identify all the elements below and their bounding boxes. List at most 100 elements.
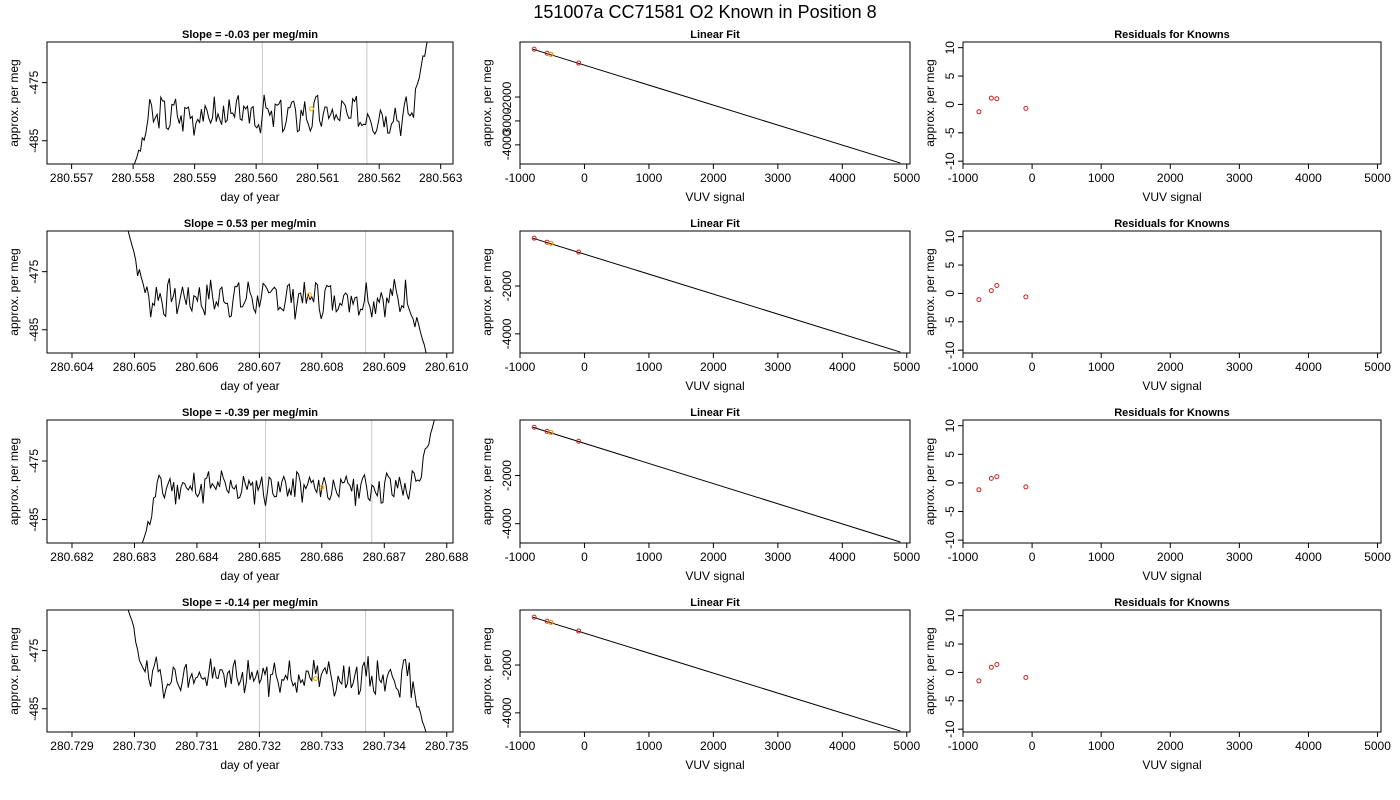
x-tick-label: 3000 — [764, 739, 791, 753]
x-tick-label: 1000 — [636, 171, 663, 185]
x-tick-label: 280.562 — [357, 171, 401, 185]
panel-r1-c0: Slope = 0.53 per meg/min 280.604 280.605 28… — [7, 218, 469, 393]
x-tick-label: 5000 — [1364, 171, 1391, 185]
plot-frame — [46, 41, 454, 165]
x-axis-label: day of year — [220, 379, 279, 393]
x-tick-label: 3000 — [1226, 360, 1253, 374]
panel-r2-c0: Slope = -0.39 per meg/min 280.682 280.683 2… — [7, 407, 469, 583]
x-tick-label: 280.732 — [238, 739, 282, 753]
x-tick-label: -1000 — [505, 171, 536, 185]
x-tick-label: 4000 — [829, 550, 856, 564]
data-point-2 — [994, 474, 1000, 480]
data-point-3 — [576, 438, 582, 444]
highlight-point — [548, 240, 554, 246]
x-tick-label: 3000 — [764, 550, 791, 564]
fit-line — [532, 426, 901, 543]
fit-line — [532, 616, 901, 732]
x-tick-label: 2000 — [1157, 360, 1184, 374]
x-tick-label: 280.733 — [300, 739, 344, 753]
y-tick-label: -475 — [27, 70, 41, 94]
plot-frame — [962, 419, 1382, 544]
data-point-0 — [976, 297, 982, 303]
data-point-2 — [994, 282, 1000, 288]
x-tick-label: 2000 — [1157, 739, 1184, 753]
y-tick-label: 0 — [943, 479, 957, 486]
x-tick-label: 2000 — [1157, 171, 1184, 185]
x-tick-label: -1000 — [505, 739, 536, 753]
y-tick-label: -5 — [943, 506, 957, 517]
panel-r3-c1: Linear Fit -1000 0 1000 2000 3000 4000 5000 -200… — [480, 597, 920, 772]
x-axis-label: day of year — [220, 758, 279, 772]
panel-title: Residuals for Knowns — [1114, 597, 1230, 609]
x-tick-label: -1000 — [505, 360, 536, 374]
data-point-3 — [1023, 484, 1029, 490]
x-tick-label: 3000 — [764, 360, 791, 374]
x-tick-label: 280.683 — [113, 550, 157, 564]
x-tick-label: -1000 — [505, 550, 536, 564]
x-tick-label: -1000 — [948, 550, 979, 564]
panel-title: Linear Fit — [690, 29, 740, 41]
signal-trace — [141, 420, 435, 543]
y-tick-label: 10 — [943, 419, 957, 433]
x-tick-label: 280.735 — [425, 739, 469, 753]
panel-title: Residuals for Knowns — [1114, 218, 1230, 230]
x-tick-label: 4000 — [829, 739, 856, 753]
x-axis-label: VUV signal — [1142, 569, 1201, 583]
x-tick-label: 280.729 — [50, 739, 94, 753]
data-point-3 — [576, 249, 582, 255]
y-tick-label: 0 — [943, 290, 957, 297]
x-tick-label: 1000 — [1088, 739, 1115, 753]
signal-trace — [127, 231, 427, 353]
y-tick-label: -5 — [943, 316, 957, 327]
plot-frame — [962, 230, 1382, 354]
x-tick-label: 280.682 — [50, 550, 94, 564]
y-tick-label: 5 — [943, 451, 957, 458]
x-tick-label: 2000 — [700, 360, 727, 374]
data-point-0 — [531, 235, 537, 241]
y-axis-label: approx. per meg — [923, 59, 937, 146]
y-tick-label: -4000 — [500, 697, 514, 728]
y-tick-label: 10 — [943, 609, 957, 623]
y-axis-label: approx. per meg — [480, 438, 494, 525]
panel-title: Linear Fit — [690, 218, 740, 230]
x-axis-label: VUV signal — [1142, 190, 1201, 204]
x-tick-label: 5000 — [893, 360, 920, 374]
x-tick-label: 0 — [1029, 550, 1036, 564]
highlight-point — [548, 429, 554, 435]
x-tick-label: 2000 — [700, 171, 727, 185]
y-axis-label: approx. per meg — [7, 438, 21, 525]
x-tick-label: 4000 — [1295, 550, 1322, 564]
y-tick-label: -4000 — [500, 318, 514, 349]
x-tick-label: 280.731 — [175, 739, 219, 753]
plot-frame — [46, 609, 454, 733]
x-tick-label: 280.605 — [113, 360, 157, 374]
plot-frame — [519, 609, 911, 733]
x-axis-label: VUV signal — [1142, 379, 1201, 393]
x-tick-label: 280.563 — [419, 171, 463, 185]
x-tick-label: 280.730 — [113, 739, 157, 753]
y-tick-label: -5 — [943, 695, 957, 706]
x-tick-label: 1000 — [1088, 550, 1115, 564]
panel-r3-c0: Slope = -0.14 per meg/min 280.729 280.730 2… — [7, 597, 469, 772]
data-point-3 — [1023, 675, 1029, 681]
panel-title: Slope = -0.39 per meg/min — [182, 407, 318, 419]
data-point-1 — [988, 288, 994, 294]
y-tick-label: -485 — [27, 507, 41, 531]
x-tick-label: 3000 — [1226, 171, 1253, 185]
x-tick-label: 5000 — [1364, 739, 1391, 753]
highlight-point — [548, 51, 554, 57]
y-tick-label: -4000 — [500, 129, 514, 160]
y-axis-label: approx. per meg — [480, 248, 494, 335]
x-tick-label: 3000 — [1226, 550, 1253, 564]
panel-r3-c2: Residuals for Knowns -1000 0 1000 2000 3000 40… — [923, 597, 1391, 772]
data-point-3 — [1023, 105, 1029, 111]
data-point-1 — [988, 475, 994, 481]
panel-r2-c1: Linear Fit -1000 0 1000 2000 3000 4000 5000 -200… — [480, 407, 920, 583]
x-tick-label: 280.606 — [175, 360, 219, 374]
plot-frame — [519, 419, 911, 544]
y-tick-label: 3000 — [500, 107, 514, 134]
y-axis-label: approx. per meg — [923, 438, 937, 525]
x-axis-label: day of year — [220, 569, 279, 583]
x-tick-label: 5000 — [893, 739, 920, 753]
plot-frame — [46, 419, 454, 544]
